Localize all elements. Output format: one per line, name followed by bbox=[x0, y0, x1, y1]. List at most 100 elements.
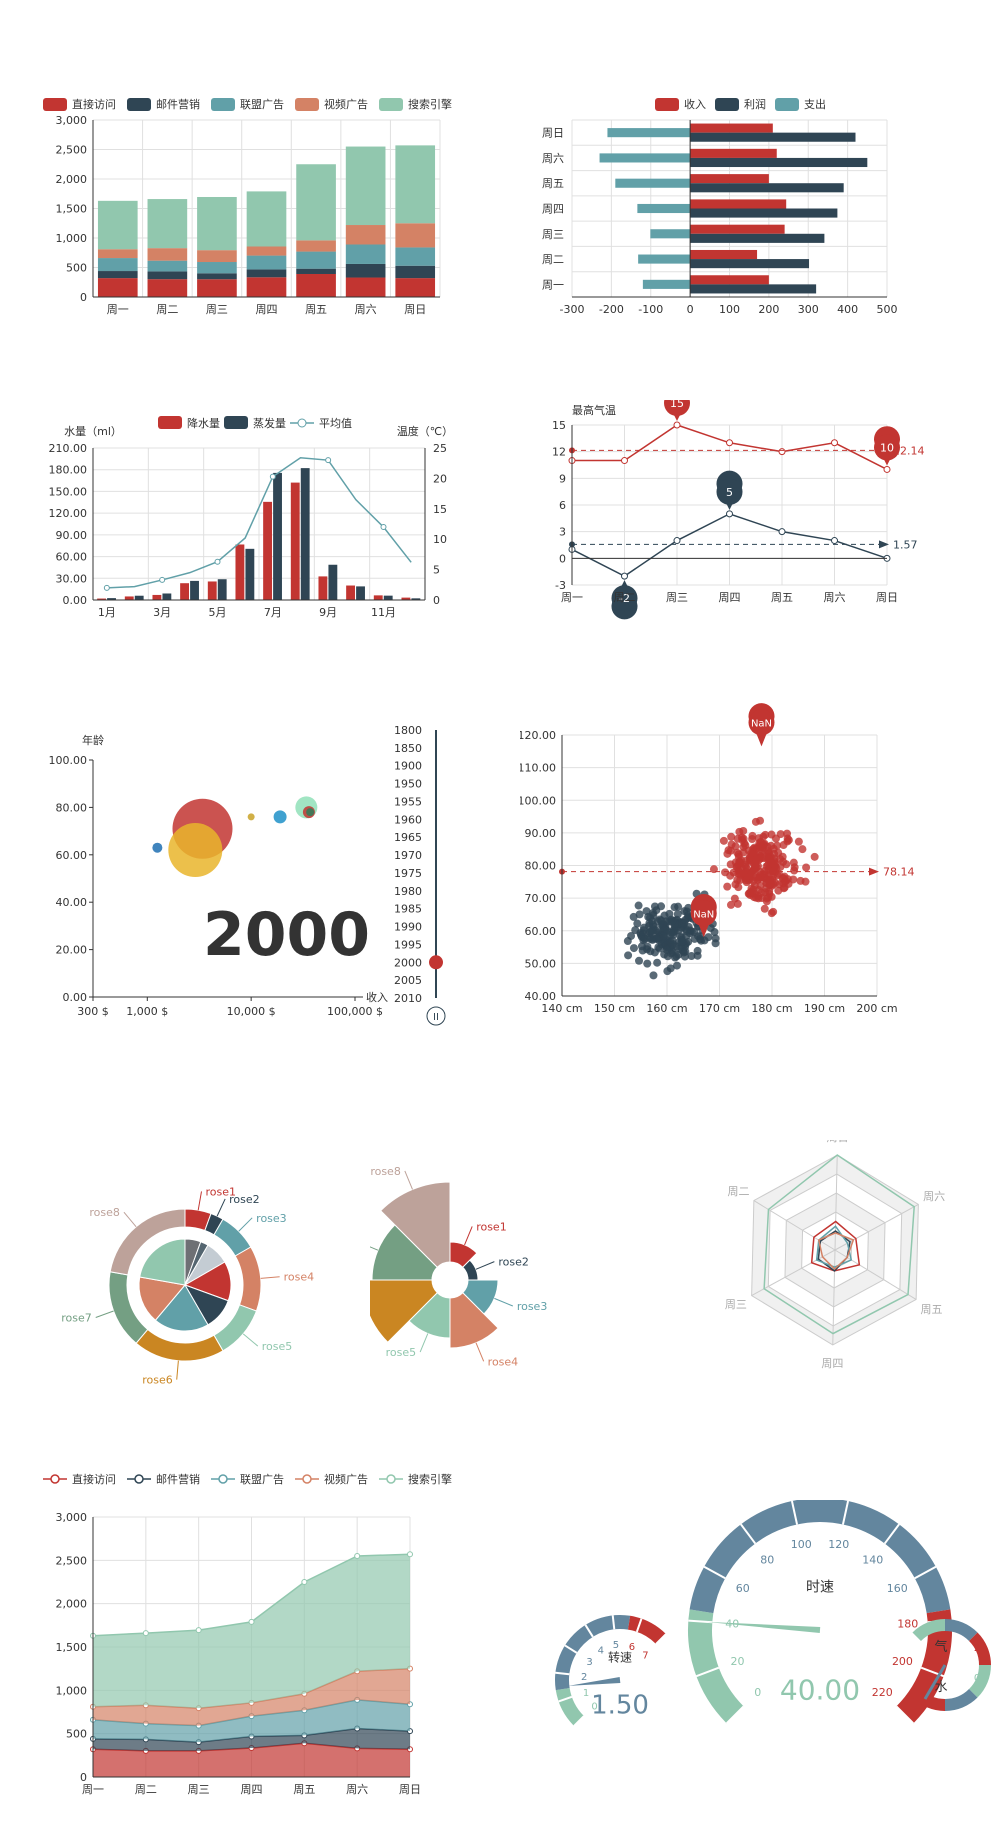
fuel-band bbox=[968, 1632, 991, 1666]
timeline-year-label: 1800 bbox=[394, 724, 422, 737]
label-line bbox=[404, 1170, 413, 1190]
label-line bbox=[464, 1226, 473, 1246]
bar-segment bbox=[296, 273, 336, 297]
bar-profit bbox=[690, 233, 825, 243]
gauge-split bbox=[655, 1633, 667, 1645]
scatter-point bbox=[659, 926, 668, 935]
height-weight-scatter: 78.14 NaN NaN 40.00 50.00 60.00 70.00 80.00 90.… bbox=[520, 703, 915, 1015]
radar-axis bbox=[832, 1249, 836, 1345]
legend-item-4[interactable]: 视频广告 bbox=[295, 1472, 368, 1486]
legend-item-5[interactable]: 搜索引擎 bbox=[379, 97, 452, 111]
fuel-tick-label: 0 bbox=[974, 1673, 980, 1684]
legend-item-3[interactable]: 平均值 bbox=[290, 417, 352, 430]
legend-label: 利润 bbox=[744, 97, 766, 111]
area-point bbox=[301, 1579, 308, 1585]
outer-slice bbox=[135, 1328, 224, 1362]
temp-point bbox=[621, 457, 628, 465]
scatter-point bbox=[723, 882, 732, 891]
scatter-point bbox=[650, 902, 659, 911]
y-axis-title: 年龄 bbox=[82, 733, 104, 747]
legend-swatch bbox=[224, 416, 248, 429]
x-tick-label: 100 bbox=[719, 303, 740, 316]
y-left-tick-label: 210.00 bbox=[49, 442, 88, 455]
bar-segment bbox=[246, 269, 287, 278]
x-tick-label: 200 cm bbox=[856, 1002, 897, 1015]
radar-lines bbox=[763, 1154, 915, 1335]
legend-item-1[interactable]: 降水量 bbox=[158, 416, 220, 430]
label-line bbox=[197, 1191, 202, 1211]
gauge-tick-label: 60 bbox=[736, 1582, 750, 1595]
gauge-tick-label: 220 bbox=[872, 1686, 893, 1699]
rain-bar bbox=[263, 501, 273, 600]
rain-bar bbox=[235, 544, 245, 600]
legend-item-3[interactable]: 支出 bbox=[775, 97, 826, 111]
legend-item-1[interactable]: 收入 bbox=[655, 97, 706, 111]
legend-item-3[interactable]: 联盟广告 bbox=[211, 98, 284, 111]
radar-axis bbox=[834, 1204, 919, 1251]
y-tick-label: 80.00 bbox=[525, 860, 557, 873]
rain-bar bbox=[346, 585, 356, 600]
x-tick-label: -200 bbox=[599, 303, 624, 316]
timeline-slider[interactable]: 1800 1850 1900 1950 1955 1960 1965 1970 1975 1980… bbox=[394, 724, 446, 1026]
gauge-band bbox=[555, 1687, 585, 1726]
y-tick-label: 2,500 bbox=[56, 144, 88, 157]
area-point bbox=[354, 1553, 361, 1559]
bubble-points bbox=[152, 796, 318, 878]
y-right-tick-label: 0 bbox=[433, 594, 440, 607]
gauge-tick-label: 120 bbox=[828, 1538, 849, 1551]
area-point bbox=[142, 1630, 149, 1637]
bar-segment bbox=[345, 225, 386, 245]
legend-item-2[interactable]: 邮件营销 bbox=[127, 97, 200, 111]
bar-expense bbox=[642, 279, 691, 289]
legend-item-4[interactable]: 视频广告 bbox=[295, 97, 368, 111]
bar-income bbox=[690, 224, 785, 234]
legend-item-2[interactable]: 邮件营销 bbox=[127, 1472, 200, 1486]
gauge-tick-label: 6 bbox=[629, 1642, 635, 1653]
horizontal-bar-bars bbox=[599, 123, 868, 294]
outer-slice bbox=[234, 1246, 262, 1312]
x-tick-label: 周五 bbox=[305, 303, 327, 316]
stacked-area-legend[interactable]: 直接访问 邮件营销 联盟广告 视频广告 搜索引擎 bbox=[43, 1472, 452, 1486]
scatter-point bbox=[668, 916, 677, 925]
area-fill bbox=[93, 1699, 410, 1743]
rain-bar bbox=[411, 598, 421, 600]
legend-label: 视频广告 bbox=[324, 97, 368, 111]
y-tick-label: 9 bbox=[559, 472, 566, 485]
horizontal-bar-legend[interactable]: 收入 利润 支出 bbox=[655, 97, 826, 111]
legend-item-5[interactable]: 搜索引擎 bbox=[379, 1472, 452, 1486]
legend-item-2[interactable]: 利润 bbox=[715, 97, 766, 111]
legend-marker bbox=[297, 418, 307, 428]
scatter-point bbox=[767, 830, 776, 839]
legend-item-2[interactable]: 蒸发量 bbox=[224, 416, 286, 430]
scatter-point bbox=[760, 904, 769, 913]
legend-item-1[interactable]: 直接访问 bbox=[43, 1472, 116, 1486]
legend-item-1[interactable]: 直接访问 bbox=[43, 97, 116, 111]
scatter-point bbox=[742, 856, 751, 865]
timeline-year-label: 1985 bbox=[394, 903, 422, 916]
gauge-tick-label: 80 bbox=[760, 1554, 774, 1567]
rain-bar bbox=[217, 579, 227, 600]
average-point bbox=[269, 473, 276, 480]
legend-label: 搜索引擎 bbox=[408, 97, 452, 111]
stacked-bar-legend[interactable]: 直接访问 邮件营销 联盟广告 视频广告 搜索引擎 bbox=[43, 97, 452, 111]
legend-swatch bbox=[715, 98, 739, 111]
bar-profit bbox=[690, 183, 844, 193]
temperature-line-chart: 12.14 15 10 1.57 5 -2 最高气温 -3 0 3 6 9 12 15 周一 周二 周三 周四 周… bbox=[552, 400, 925, 620]
y-tick-label: 3 bbox=[559, 526, 566, 539]
rain-legend[interactable]: 降水量 蒸发量 平均值 bbox=[158, 416, 352, 430]
scatter-point bbox=[746, 871, 755, 880]
y-tick-label: 0.00 bbox=[63, 991, 88, 1004]
x-tick-label: 1月 bbox=[98, 606, 116, 619]
gauge-split bbox=[555, 1671, 570, 1676]
gauge-split bbox=[703, 1565, 726, 1580]
radar-axis bbox=[834, 1155, 838, 1251]
y-tick-label: 40.00 bbox=[525, 990, 557, 1003]
x-tick-label: 3月 bbox=[153, 606, 171, 619]
bubble bbox=[306, 808, 315, 817]
scatter-point bbox=[765, 887, 774, 896]
scatter-point bbox=[727, 832, 736, 841]
legend-item-3[interactable]: 联盟广告 bbox=[211, 1473, 284, 1486]
y-tick-label: 70.00 bbox=[525, 892, 557, 905]
bar-expense bbox=[638, 254, 691, 264]
